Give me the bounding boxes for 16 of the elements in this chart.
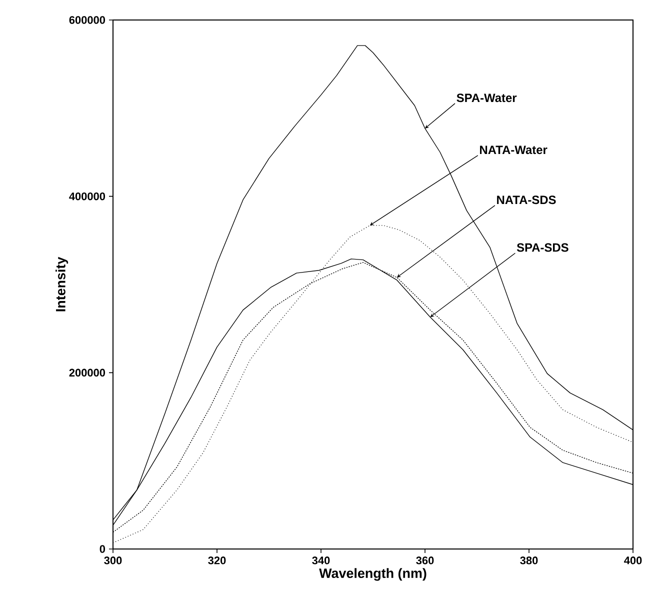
y-tick-label: 600000: [69, 16, 106, 24]
x-axis-title: Wavelength (nm): [319, 568, 426, 581]
y-tick-label: 0: [100, 545, 106, 553]
x-tick-label: 360: [416, 556, 434, 564]
y-axis-title: Intensity: [56, 256, 68, 312]
y-tick-label: 400000: [69, 192, 106, 200]
x-tick-label: 340: [312, 556, 330, 564]
x-tick-label: 320: [208, 556, 226, 564]
annotation: SPA-SDS: [516, 243, 568, 252]
x-tick-label: 400: [624, 556, 642, 564]
annotation: NATA-Water: [480, 146, 548, 154]
x-tick-label: 380: [520, 556, 538, 564]
annotation: NATA-SDS: [497, 196, 556, 204]
y-tick-label: 200000: [69, 368, 106, 377]
x-tick-label: 300: [104, 556, 122, 564]
annotation: SPA-Water: [456, 94, 517, 102]
